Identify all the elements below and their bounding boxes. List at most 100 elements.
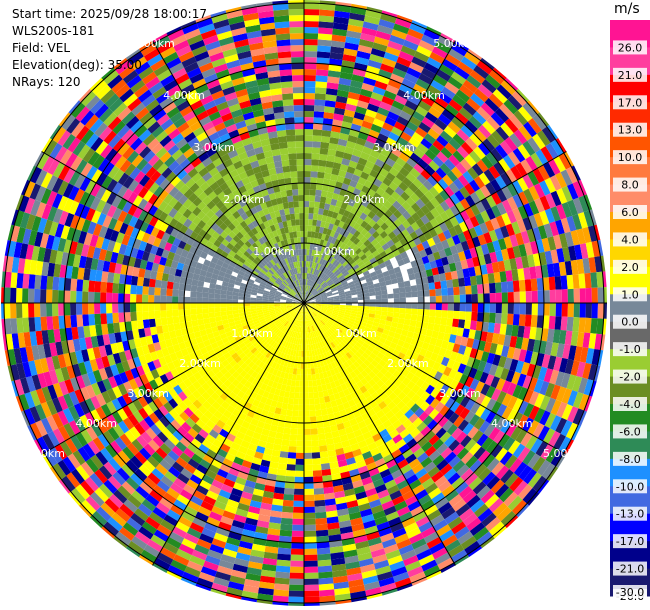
velocity-gate bbox=[402, 147, 414, 158]
velocity-gate bbox=[495, 144, 508, 159]
velocity-gate bbox=[350, 310, 358, 315]
velocity-gate bbox=[555, 303, 562, 317]
velocity-gate bbox=[347, 91, 360, 101]
velocity-gate bbox=[371, 325, 379, 331]
velocity-gate bbox=[374, 253, 382, 261]
velocity-gate bbox=[90, 423, 103, 437]
velocity-gate bbox=[182, 397, 193, 408]
velocity-gate bbox=[523, 267, 531, 280]
velocity-gate bbox=[304, 494, 315, 501]
velocity-gate bbox=[533, 379, 544, 394]
velocity-gate bbox=[414, 407, 425, 418]
velocity-gate bbox=[356, 311, 364, 316]
velocity-gate bbox=[219, 392, 229, 401]
velocity-gate bbox=[352, 479, 364, 489]
velocity-gate bbox=[366, 264, 374, 271]
velocity-gate bbox=[80, 480, 95, 496]
velocity-gate bbox=[286, 296, 293, 300]
velocity-gate bbox=[594, 256, 603, 273]
velocity-gate bbox=[316, 277, 321, 283]
velocity-gate bbox=[347, 320, 355, 325]
velocity-gate bbox=[361, 267, 369, 274]
velocity-gate bbox=[333, 367, 340, 375]
velocity-gate bbox=[314, 87, 327, 95]
velocity-gate bbox=[250, 347, 258, 354]
velocity-gate bbox=[198, 428, 209, 439]
velocity-gate bbox=[315, 304, 322, 306]
velocity-gate bbox=[306, 291, 309, 298]
velocity-gate bbox=[357, 348, 365, 356]
velocity-gate bbox=[331, 276, 338, 282]
velocity-gate bbox=[157, 332, 165, 342]
velocity-gate bbox=[363, 296, 370, 300]
velocity-gate bbox=[393, 292, 400, 299]
velocity-gate bbox=[276, 468, 287, 477]
velocity-gate bbox=[468, 442, 482, 456]
velocity-gate bbox=[444, 208, 455, 219]
velocity-gate bbox=[174, 268, 183, 277]
velocity-gate bbox=[275, 309, 282, 313]
velocity-gate bbox=[326, 407, 334, 415]
velocity-gate bbox=[29, 406, 41, 423]
velocity-gate bbox=[433, 371, 443, 381]
velocity-gate bbox=[417, 436, 429, 448]
velocity-gate bbox=[263, 551, 278, 560]
velocity-gate bbox=[335, 254, 342, 262]
velocity-gate bbox=[304, 159, 312, 166]
velocity-gate bbox=[104, 344, 113, 356]
velocity-gate bbox=[142, 294, 149, 303]
velocity-gate bbox=[321, 326, 327, 333]
velocity-gate bbox=[358, 558, 374, 568]
velocity-gate bbox=[355, 316, 362, 322]
velocity-gate bbox=[304, 237, 308, 244]
velocity-gate bbox=[276, 401, 283, 409]
velocity-gate bbox=[198, 443, 210, 454]
velocity-gate bbox=[319, 3, 336, 11]
velocity-gate bbox=[339, 266, 346, 273]
velocity-gate bbox=[385, 424, 396, 434]
velocity-gate bbox=[230, 441, 241, 451]
velocity-gate bbox=[387, 303, 394, 308]
velocity-gate bbox=[130, 311, 137, 322]
velocity-gate bbox=[523, 389, 534, 404]
velocity-gate bbox=[535, 327, 543, 341]
velocity-gate bbox=[167, 564, 185, 578]
velocity-gate bbox=[321, 282, 328, 288]
velocity-gate bbox=[199, 533, 214, 544]
velocity-gate bbox=[114, 332, 123, 343]
velocity-gate bbox=[156, 431, 169, 444]
velocity-gate bbox=[388, 181, 399, 192]
velocity-gate bbox=[573, 244, 583, 260]
velocity-gate bbox=[370, 123, 383, 134]
velocity-gate bbox=[159, 340, 168, 350]
velocity-gate bbox=[361, 332, 369, 339]
velocity-gate bbox=[134, 422, 146, 436]
velocity-gate bbox=[304, 572, 319, 579]
velocity-gate bbox=[491, 401, 502, 414]
velocity-gate bbox=[466, 494, 481, 509]
velocity-gate bbox=[246, 316, 253, 322]
velocity-gate bbox=[46, 276, 54, 290]
velocity-gate bbox=[262, 453, 272, 462]
velocity-gate bbox=[179, 321, 187, 330]
velocity-gate bbox=[226, 303, 233, 308]
velocity-gate bbox=[332, 575, 349, 584]
velocity-gate bbox=[416, 354, 425, 363]
velocity-gate bbox=[366, 134, 378, 145]
velocity-gate bbox=[305, 338, 309, 345]
velocity-gate bbox=[418, 494, 432, 506]
velocity-gate bbox=[544, 177, 557, 194]
velocity-gate bbox=[250, 291, 258, 296]
velocity-gate bbox=[362, 342, 370, 349]
velocity-gate bbox=[195, 583, 212, 592]
velocity-gate bbox=[495, 417, 507, 431]
velocity-gate bbox=[373, 334, 381, 342]
velocity-gate bbox=[345, 276, 353, 282]
velocity-gate bbox=[321, 273, 327, 280]
velocity-gate bbox=[372, 192, 382, 202]
velocity-gate bbox=[342, 196, 351, 205]
velocity-gate bbox=[24, 197, 36, 215]
velocity-gate bbox=[296, 307, 301, 313]
velocity-gate bbox=[345, 393, 354, 402]
velocity-gate bbox=[280, 303, 287, 306]
